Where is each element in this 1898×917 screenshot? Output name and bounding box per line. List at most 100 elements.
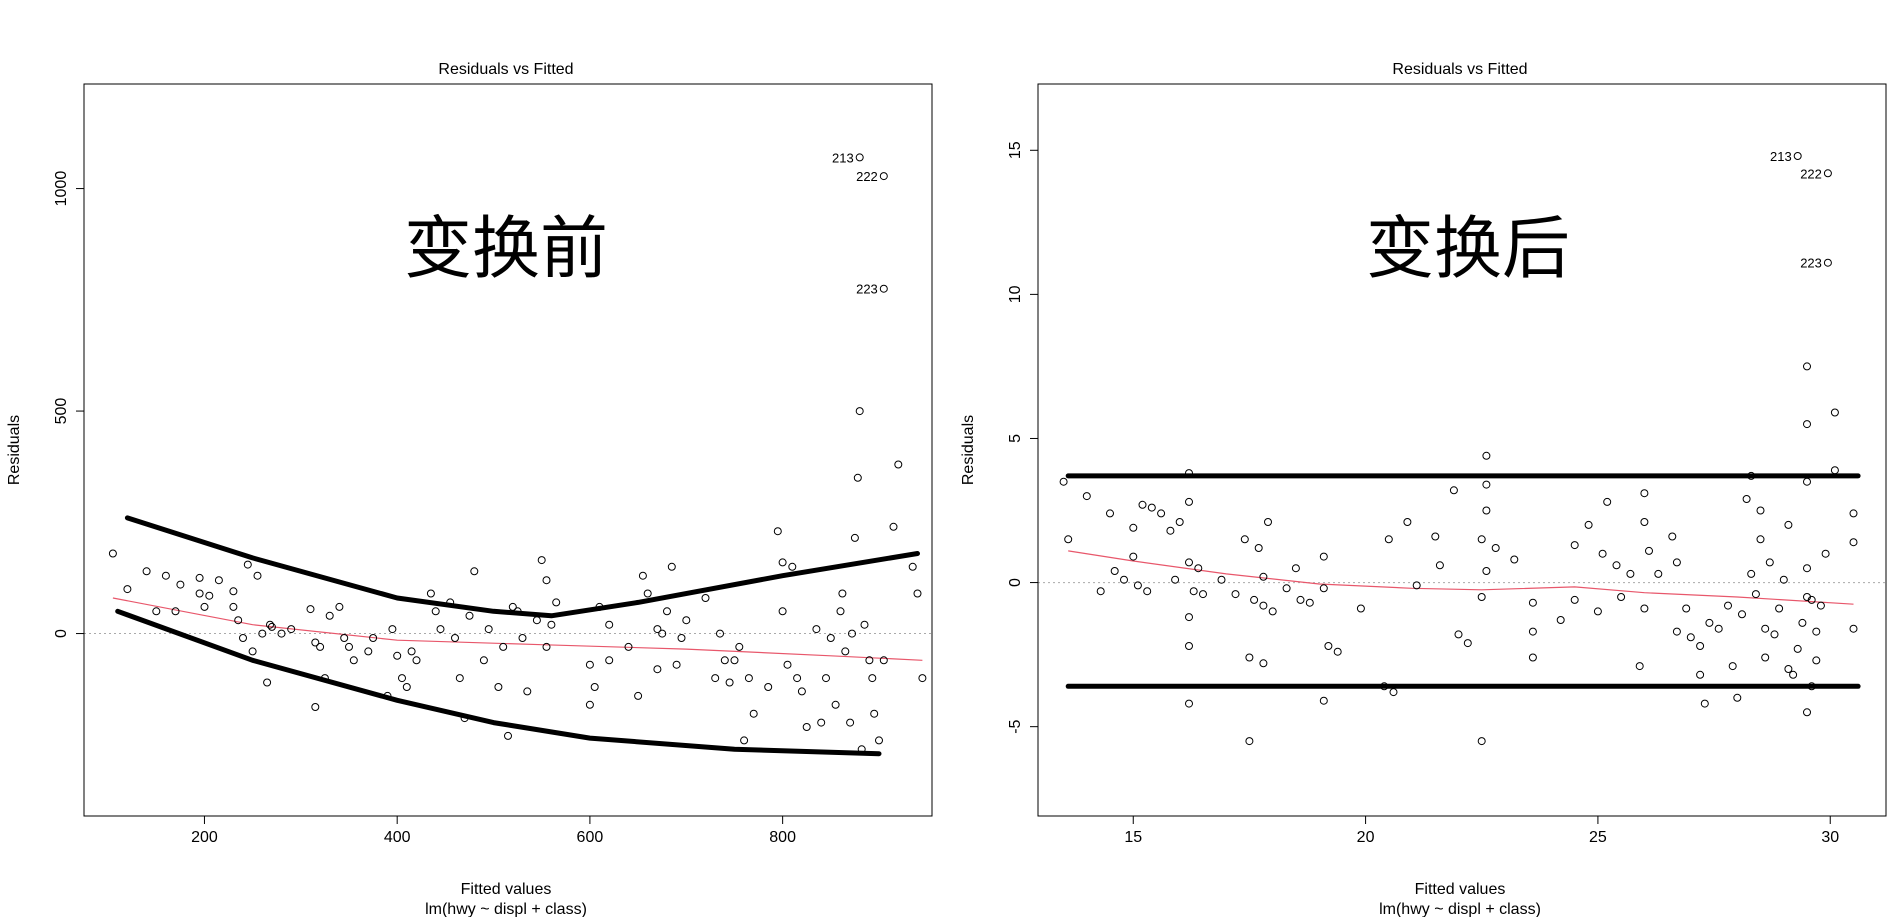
data-point — [1129, 552, 1138, 561]
data-point — [1324, 642, 1333, 650]
data-point — [701, 594, 710, 602]
panel-before: Residuals vs Fitted Fitted values lm(hwy… — [6, 61, 933, 917]
data-point — [205, 591, 214, 600]
data-point — [1761, 653, 1770, 662]
data-point — [484, 625, 493, 634]
smooth-line — [1068, 550, 1854, 605]
data-point — [1733, 693, 1742, 702]
plot-title: Residuals vs Fitted — [1392, 61, 1527, 78]
data-point — [311, 638, 320, 647]
data-point — [1250, 595, 1259, 604]
data-point — [875, 736, 883, 745]
plot-frame — [1037, 83, 1887, 817]
y-axis-label: Residuals — [6, 415, 23, 485]
points-group — [1059, 362, 1858, 746]
data-point — [1724, 601, 1732, 610]
x-tick-label: 25 — [1589, 829, 1607, 846]
data-point — [1528, 598, 1537, 607]
data-point — [1319, 552, 1328, 561]
data-point — [1728, 662, 1737, 671]
data-point — [1668, 532, 1677, 541]
x-tick-label: 400 — [384, 829, 411, 846]
data-point — [913, 589, 922, 598]
data-point — [1477, 593, 1486, 601]
data-point — [1803, 564, 1811, 573]
data-point — [853, 473, 862, 482]
x-tick-label: 15 — [1124, 829, 1142, 846]
data-point — [123, 585, 132, 594]
data-point — [325, 611, 334, 620]
outlier-point — [1823, 258, 1832, 267]
data-point — [1185, 497, 1193, 506]
data-point — [1319, 696, 1328, 705]
data-point — [1510, 555, 1519, 564]
data-point — [1645, 546, 1653, 555]
outlier-point — [855, 153, 864, 162]
x-axis-label: Fitted values — [1415, 881, 1506, 898]
data-point — [1747, 569, 1756, 578]
data-point — [171, 607, 180, 616]
x-axis-label: Fitted values — [461, 881, 552, 898]
data-point — [778, 607, 787, 616]
data-point — [1686, 633, 1695, 642]
data-point — [744, 674, 753, 683]
data-point — [793, 674, 802, 683]
data-point — [720, 656, 729, 665]
data-point — [1185, 469, 1193, 478]
data-point — [1403, 518, 1412, 526]
annotation-text: 变换后 — [1366, 210, 1570, 289]
data-point — [1166, 526, 1175, 535]
data-point — [1603, 497, 1612, 506]
data-point — [831, 700, 840, 709]
x-axis-sublabel: lm(hwy ~ displ + class) — [1379, 901, 1541, 917]
data-point — [1245, 737, 1254, 746]
data-point — [1435, 561, 1444, 570]
data-point — [850, 533, 859, 542]
data-point — [1106, 509, 1114, 518]
data-point — [398, 674, 406, 683]
data-point — [1798, 618, 1807, 627]
data-point — [195, 573, 204, 582]
data-point — [868, 674, 877, 683]
data-point — [1454, 630, 1463, 639]
y-tick-label: 500 — [53, 398, 70, 425]
data-point — [1528, 653, 1537, 662]
data-point — [1779, 575, 1788, 584]
data-point — [783, 660, 792, 669]
data-point — [369, 634, 378, 642]
data-point — [277, 629, 286, 638]
data-point — [229, 602, 238, 611]
data-point — [1584, 520, 1593, 529]
data-point — [451, 634, 459, 642]
data-point — [532, 616, 541, 625]
data-point — [412, 656, 421, 665]
data-point — [1714, 624, 1723, 633]
data-point — [1147, 503, 1156, 512]
data-point — [889, 522, 898, 531]
data-point — [393, 651, 402, 660]
data-point — [822, 674, 830, 683]
plot-title: Residuals vs Fitted — [438, 61, 573, 78]
data-point — [436, 625, 445, 634]
outlier-label: 223 — [1800, 256, 1822, 271]
data-point — [585, 660, 594, 669]
data-point — [234, 616, 243, 625]
data-point — [1110, 567, 1119, 575]
data-point — [1185, 558, 1193, 567]
data-point — [1803, 477, 1811, 486]
data-point — [1189, 587, 1198, 596]
data-point — [1482, 567, 1491, 575]
data-point — [812, 625, 821, 634]
data-point — [1291, 564, 1300, 573]
points-group — [108, 407, 927, 754]
data-point — [1700, 699, 1709, 708]
data-point — [1482, 506, 1491, 515]
outlier-point — [879, 284, 888, 293]
outlier-point — [879, 172, 888, 181]
data-point — [267, 622, 276, 631]
data-point — [494, 683, 503, 691]
data-point — [1849, 624, 1858, 633]
data-point — [542, 576, 551, 585]
data-point — [1803, 708, 1811, 717]
